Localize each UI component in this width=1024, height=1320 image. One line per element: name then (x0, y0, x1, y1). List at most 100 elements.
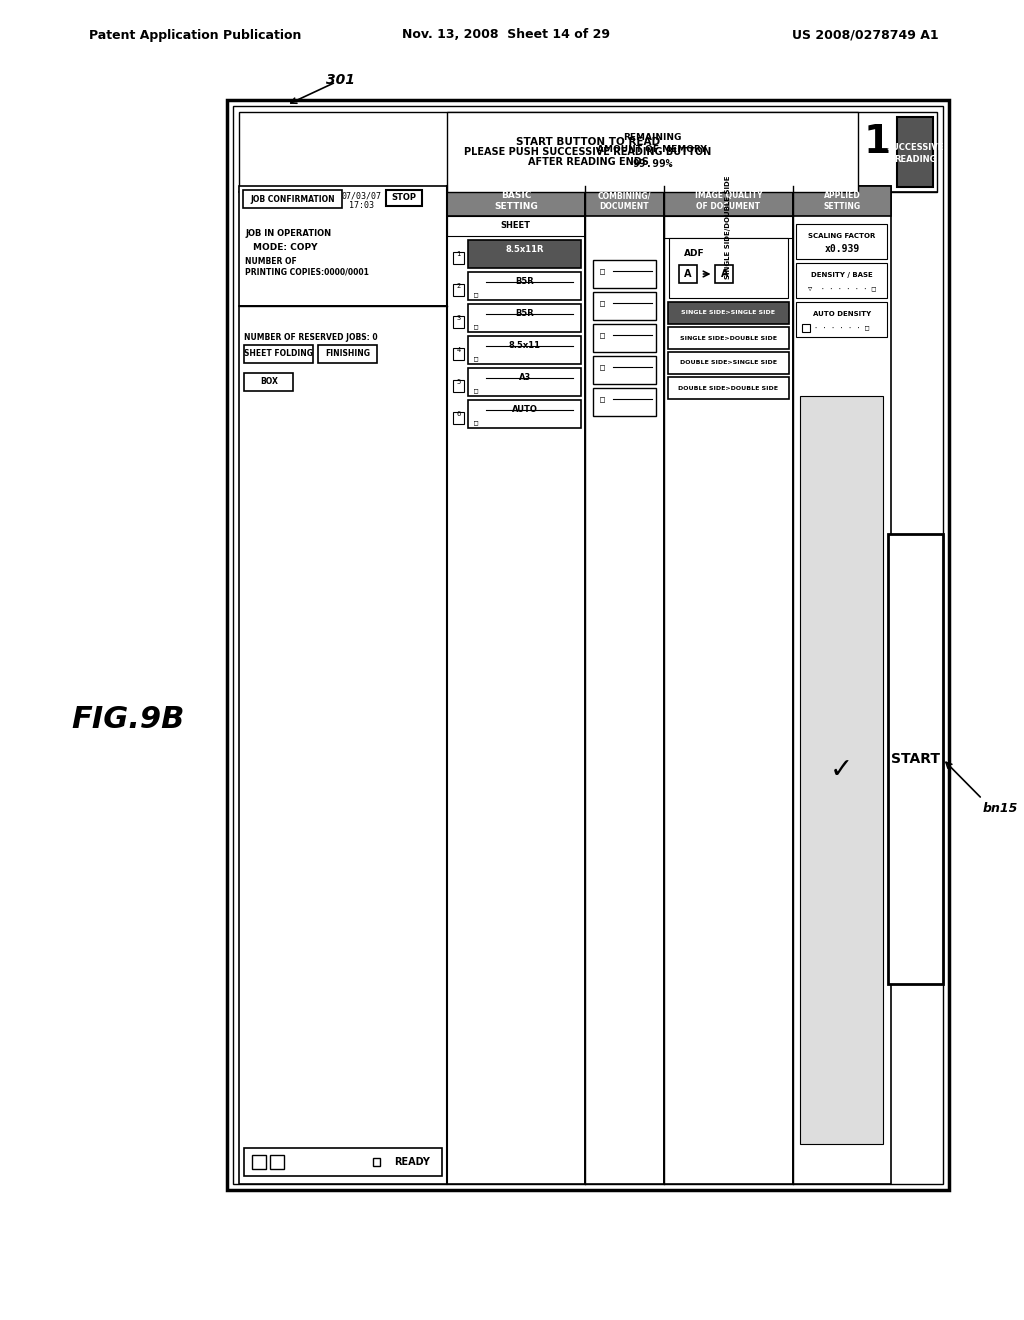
Text: JOB IN OPERATION: JOB IN OPERATION (245, 230, 331, 239)
Text: FINISHING: FINISHING (326, 350, 371, 359)
Text: NUMBER OF RESERVED JOBS: 0: NUMBER OF RESERVED JOBS: 0 (244, 334, 378, 342)
Text: AUTO DENSITY: AUTO DENSITY (813, 312, 871, 318)
Text: □: □ (600, 363, 605, 372)
Text: bn15: bn15 (982, 803, 1018, 816)
Bar (453, 252, 465, 264)
Text: DOUBLE SIDE>SINGLE SIDE: DOUBLE SIDE>SINGLE SIDE (680, 360, 777, 366)
Text: x0.939: x0.939 (824, 244, 859, 253)
Bar (793, 186, 891, 1184)
Text: SUCCESSIVE: SUCCESSIVE (887, 143, 944, 152)
Bar (453, 284, 465, 296)
Text: Nov. 13, 2008  Sheet 14 of 29: Nov. 13, 2008 Sheet 14 of 29 (402, 29, 610, 41)
Text: A3: A3 (518, 374, 530, 383)
Text: AMOUNT OF MEMORY: AMOUNT OF MEMORY (597, 145, 707, 154)
Bar (897, 117, 933, 187)
Bar (716, 265, 733, 282)
Text: STOP: STOP (391, 194, 417, 202)
Bar (664, 186, 793, 216)
Bar (593, 356, 656, 384)
Bar (468, 272, 581, 300)
Text: 3: 3 (457, 315, 461, 321)
Text: 6: 6 (457, 411, 461, 417)
Bar (453, 412, 465, 424)
Bar (468, 400, 581, 428)
Bar (468, 304, 581, 333)
Text: SCALING FACTOR: SCALING FACTOR (808, 234, 876, 239)
Bar (240, 186, 446, 306)
Text: 8.5x11R: 8.5x11R (506, 246, 544, 255)
Bar (373, 1158, 381, 1166)
Bar (585, 186, 664, 216)
Text: COMBINING/
DOCUMENT: COMBINING/ DOCUMENT (598, 191, 651, 211)
Text: BASIC
SETTING: BASIC SETTING (494, 191, 538, 211)
Bar (227, 100, 948, 1191)
Text: AUTO: AUTO (512, 405, 538, 414)
Text: 4: 4 (457, 347, 461, 352)
Text: □: □ (600, 268, 605, 276)
Bar (593, 323, 656, 352)
Text: US 2008/0278749 A1: US 2008/0278749 A1 (793, 29, 939, 41)
Text: 1: 1 (864, 123, 891, 161)
Text: □: □ (474, 290, 478, 297)
Bar (446, 186, 585, 216)
Bar (593, 388, 656, 416)
Text: PRINTING COPIES:0000/0001: PRINTING COPIES:0000/0001 (245, 268, 369, 276)
Text: NUMBER OF: NUMBER OF (245, 257, 297, 267)
Bar (453, 348, 465, 360)
Bar (468, 240, 581, 268)
Bar (669, 238, 787, 298)
Bar (446, 216, 585, 236)
Text: 99.99%: 99.99% (632, 158, 673, 169)
Text: 07/03/07: 07/03/07 (342, 191, 382, 201)
Text: SHEET: SHEET (501, 222, 530, 231)
Text: PLEASE PUSH SUCCESSIVE READING BUTTON: PLEASE PUSH SUCCESSIVE READING BUTTON (464, 147, 712, 157)
Bar (240, 306, 446, 1184)
Bar (664, 186, 793, 1184)
Bar (244, 345, 313, 363)
Text: □: □ (600, 300, 605, 309)
Text: SINGLE SIDE>DOUBLE SIDE: SINGLE SIDE>DOUBLE SIDE (680, 335, 777, 341)
Bar (252, 1155, 266, 1170)
Text: □: □ (474, 418, 478, 425)
Text: ▽  · · · · · · □: ▽ · · · · · · □ (808, 285, 876, 290)
Text: □: □ (474, 387, 478, 393)
Bar (797, 263, 888, 298)
Text: AFTER READING ENDS: AFTER READING ENDS (527, 157, 648, 168)
Bar (244, 374, 294, 391)
Bar (801, 396, 884, 1144)
Text: 301: 301 (326, 73, 355, 87)
Text: 1: 1 (457, 251, 461, 257)
Bar (244, 1148, 441, 1176)
Bar (386, 190, 422, 206)
Bar (668, 327, 788, 348)
Text: B5R: B5R (515, 277, 535, 286)
Text: APPLIED
SETTING: APPLIED SETTING (823, 191, 860, 211)
Text: 2: 2 (457, 282, 461, 289)
Bar (797, 224, 888, 259)
Bar (233, 106, 943, 1184)
Bar (668, 302, 788, 323)
Text: □: □ (474, 323, 478, 329)
Bar (668, 378, 788, 399)
Text: SINGLE SIDE/DOUBLE SIDE: SINGLE SIDE/DOUBLE SIDE (725, 176, 731, 279)
Text: A: A (721, 269, 728, 279)
Text: ✓: ✓ (830, 756, 854, 784)
Bar (243, 190, 342, 209)
Bar (318, 345, 378, 363)
Text: DOUBLE SIDE>DOUBLE SIDE: DOUBLE SIDE>DOUBLE SIDE (678, 385, 778, 391)
Text: START: START (891, 752, 940, 766)
Bar (797, 302, 888, 337)
Text: ADF: ADF (684, 248, 705, 257)
Text: SINGLE SIDE>SINGLE SIDE: SINGLE SIDE>SINGLE SIDE (681, 310, 775, 315)
Bar (453, 380, 465, 392)
Bar (585, 186, 664, 1184)
Bar (679, 265, 696, 282)
Text: · · · · · · □: · · · · · · □ (814, 323, 869, 330)
Text: START BUTTON TO READ: START BUTTON TO READ (516, 137, 660, 147)
Text: READING: READING (894, 154, 936, 164)
Text: BOX: BOX (260, 378, 278, 387)
Text: 17:03: 17:03 (349, 202, 374, 210)
Text: READY: READY (394, 1158, 430, 1167)
Bar (446, 186, 585, 1184)
Text: □: □ (474, 355, 478, 360)
